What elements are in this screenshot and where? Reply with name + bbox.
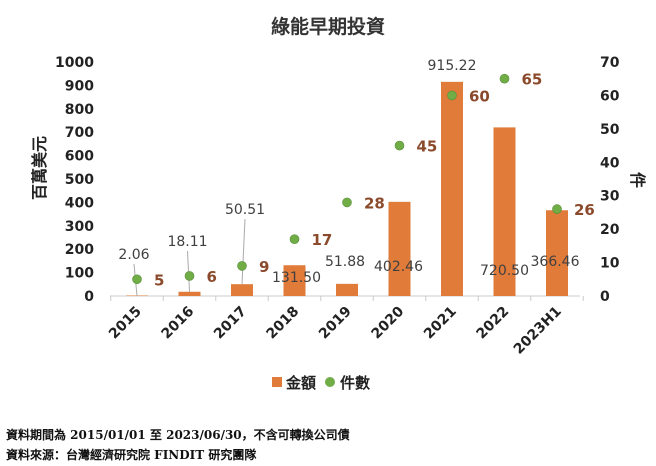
footnote-source: 資料來源：台灣經濟研究院 FINDIT 研究團隊 xyxy=(6,448,257,462)
x-tick-label: 2021 xyxy=(421,304,460,343)
count-label-2023H1: 26 xyxy=(574,201,595,219)
footnote-period: 資料期間為 2015/01/01 至 2023/06/30，不含可轉換公司債 xyxy=(6,428,350,442)
count-point-2017 xyxy=(237,261,247,271)
bar-2020 xyxy=(388,201,411,296)
x-tick-label: 2022 xyxy=(473,304,512,343)
bar-2018 xyxy=(283,265,306,296)
y-tick-label: 100 xyxy=(65,266,94,282)
y-tick-label: 300 xyxy=(65,219,94,235)
count-point-2016 xyxy=(184,271,195,281)
count-point-2018 xyxy=(289,234,300,244)
amount-label-2018: 131.50 xyxy=(272,270,321,286)
y-tick-label: 200 xyxy=(65,242,94,258)
legend-dot-label: 件數 xyxy=(340,374,370,392)
count-label-2019: 28 xyxy=(364,194,385,212)
legend-dot-swatch xyxy=(325,377,335,387)
count-point-2019 xyxy=(342,197,352,208)
y-tick-label: 1000 xyxy=(55,55,94,71)
x-tick-label: 2018 xyxy=(263,304,302,343)
x-tick-label: 2017 xyxy=(211,304,250,343)
bar-2021 xyxy=(441,81,463,296)
count-label-2015: 5 xyxy=(154,271,164,289)
count-label-2021: 60 xyxy=(469,87,490,105)
amount-label-2016: 18.11 xyxy=(167,234,207,250)
amount-label-2023H1: 366.46 xyxy=(531,254,580,270)
bar-2017 xyxy=(231,284,253,296)
amount-label-2019: 51.88 xyxy=(325,254,365,270)
y-tick-label: 0 xyxy=(84,289,94,305)
y2-tick-label: 10 xyxy=(600,256,620,272)
y-tick-label: 500 xyxy=(65,172,94,188)
count-point-2022 xyxy=(499,73,510,84)
y-tick-label: 900 xyxy=(65,78,94,94)
y-axis-title: 百萬美元 xyxy=(30,136,49,200)
x-tick-label: 2023H1 xyxy=(511,304,565,358)
y-tick-label: 700 xyxy=(65,125,94,141)
y-tick-label: 600 xyxy=(65,149,94,165)
x-tick-label: 2016 xyxy=(158,304,197,343)
x-tick-label: 2019 xyxy=(316,304,355,343)
amount-label-2017: 50.51 xyxy=(225,202,265,218)
y-tick-label: 800 xyxy=(65,102,94,118)
leader-line xyxy=(241,218,246,285)
x-tick-label: 2015 xyxy=(106,304,145,343)
y-tick-label: 400 xyxy=(65,195,94,211)
bar-2019 xyxy=(336,283,358,296)
x-tick-label: 2020 xyxy=(368,303,407,342)
amount-label-2021: 915.22 xyxy=(428,58,477,74)
bar-2016 xyxy=(178,291,201,296)
amount-label-2015: 2.06 xyxy=(118,247,149,263)
count-label-2020: 45 xyxy=(417,138,438,156)
count-label-2018: 17 xyxy=(312,231,333,249)
chart-svg: 0 100 200 300 400 500 600 700 800 900 1000 0 10 20 30 4… xyxy=(30,55,647,392)
amount-label-2022: 720.50 xyxy=(480,263,529,279)
y2-tick-label: 20 xyxy=(600,222,620,238)
count-point-2023H1 xyxy=(552,204,562,214)
bar-2023H1 xyxy=(546,210,568,296)
amount-label-2020: 402.46 xyxy=(374,259,423,275)
chart-title: 綠能早期投資 xyxy=(270,16,385,38)
y2-tick-label: 60 xyxy=(600,88,620,104)
y2-tick-label: 50 xyxy=(600,122,620,138)
count-point-2015 xyxy=(132,274,142,285)
y2-axis-title: 件 xyxy=(628,172,647,188)
count-label-2022: 65 xyxy=(522,71,543,89)
legend-bar-label: 金額 xyxy=(285,374,316,392)
y2-tick-label: 40 xyxy=(600,155,620,171)
count-label-2016: 6 xyxy=(207,268,217,286)
y2-tick-label: 30 xyxy=(600,189,620,205)
count-label-2017: 9 xyxy=(259,258,269,276)
bar-2022 xyxy=(493,127,516,296)
y2-tick-label: 0 xyxy=(600,289,610,305)
legend-bar-swatch xyxy=(272,377,282,387)
y2-tick-label: 70 xyxy=(600,55,620,71)
count-point-2021 xyxy=(447,90,457,101)
count-point-2020 xyxy=(394,140,405,151)
